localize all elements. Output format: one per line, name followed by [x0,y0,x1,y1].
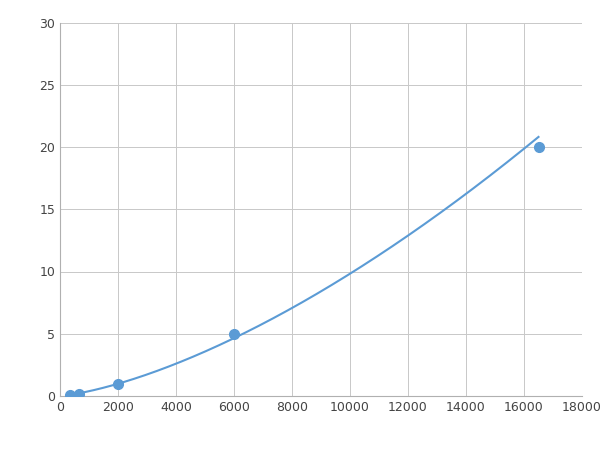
Point [534,144,544,151]
Point [113,380,123,387]
Point [65,391,74,398]
Point [74,390,84,397]
Point [229,330,239,338]
